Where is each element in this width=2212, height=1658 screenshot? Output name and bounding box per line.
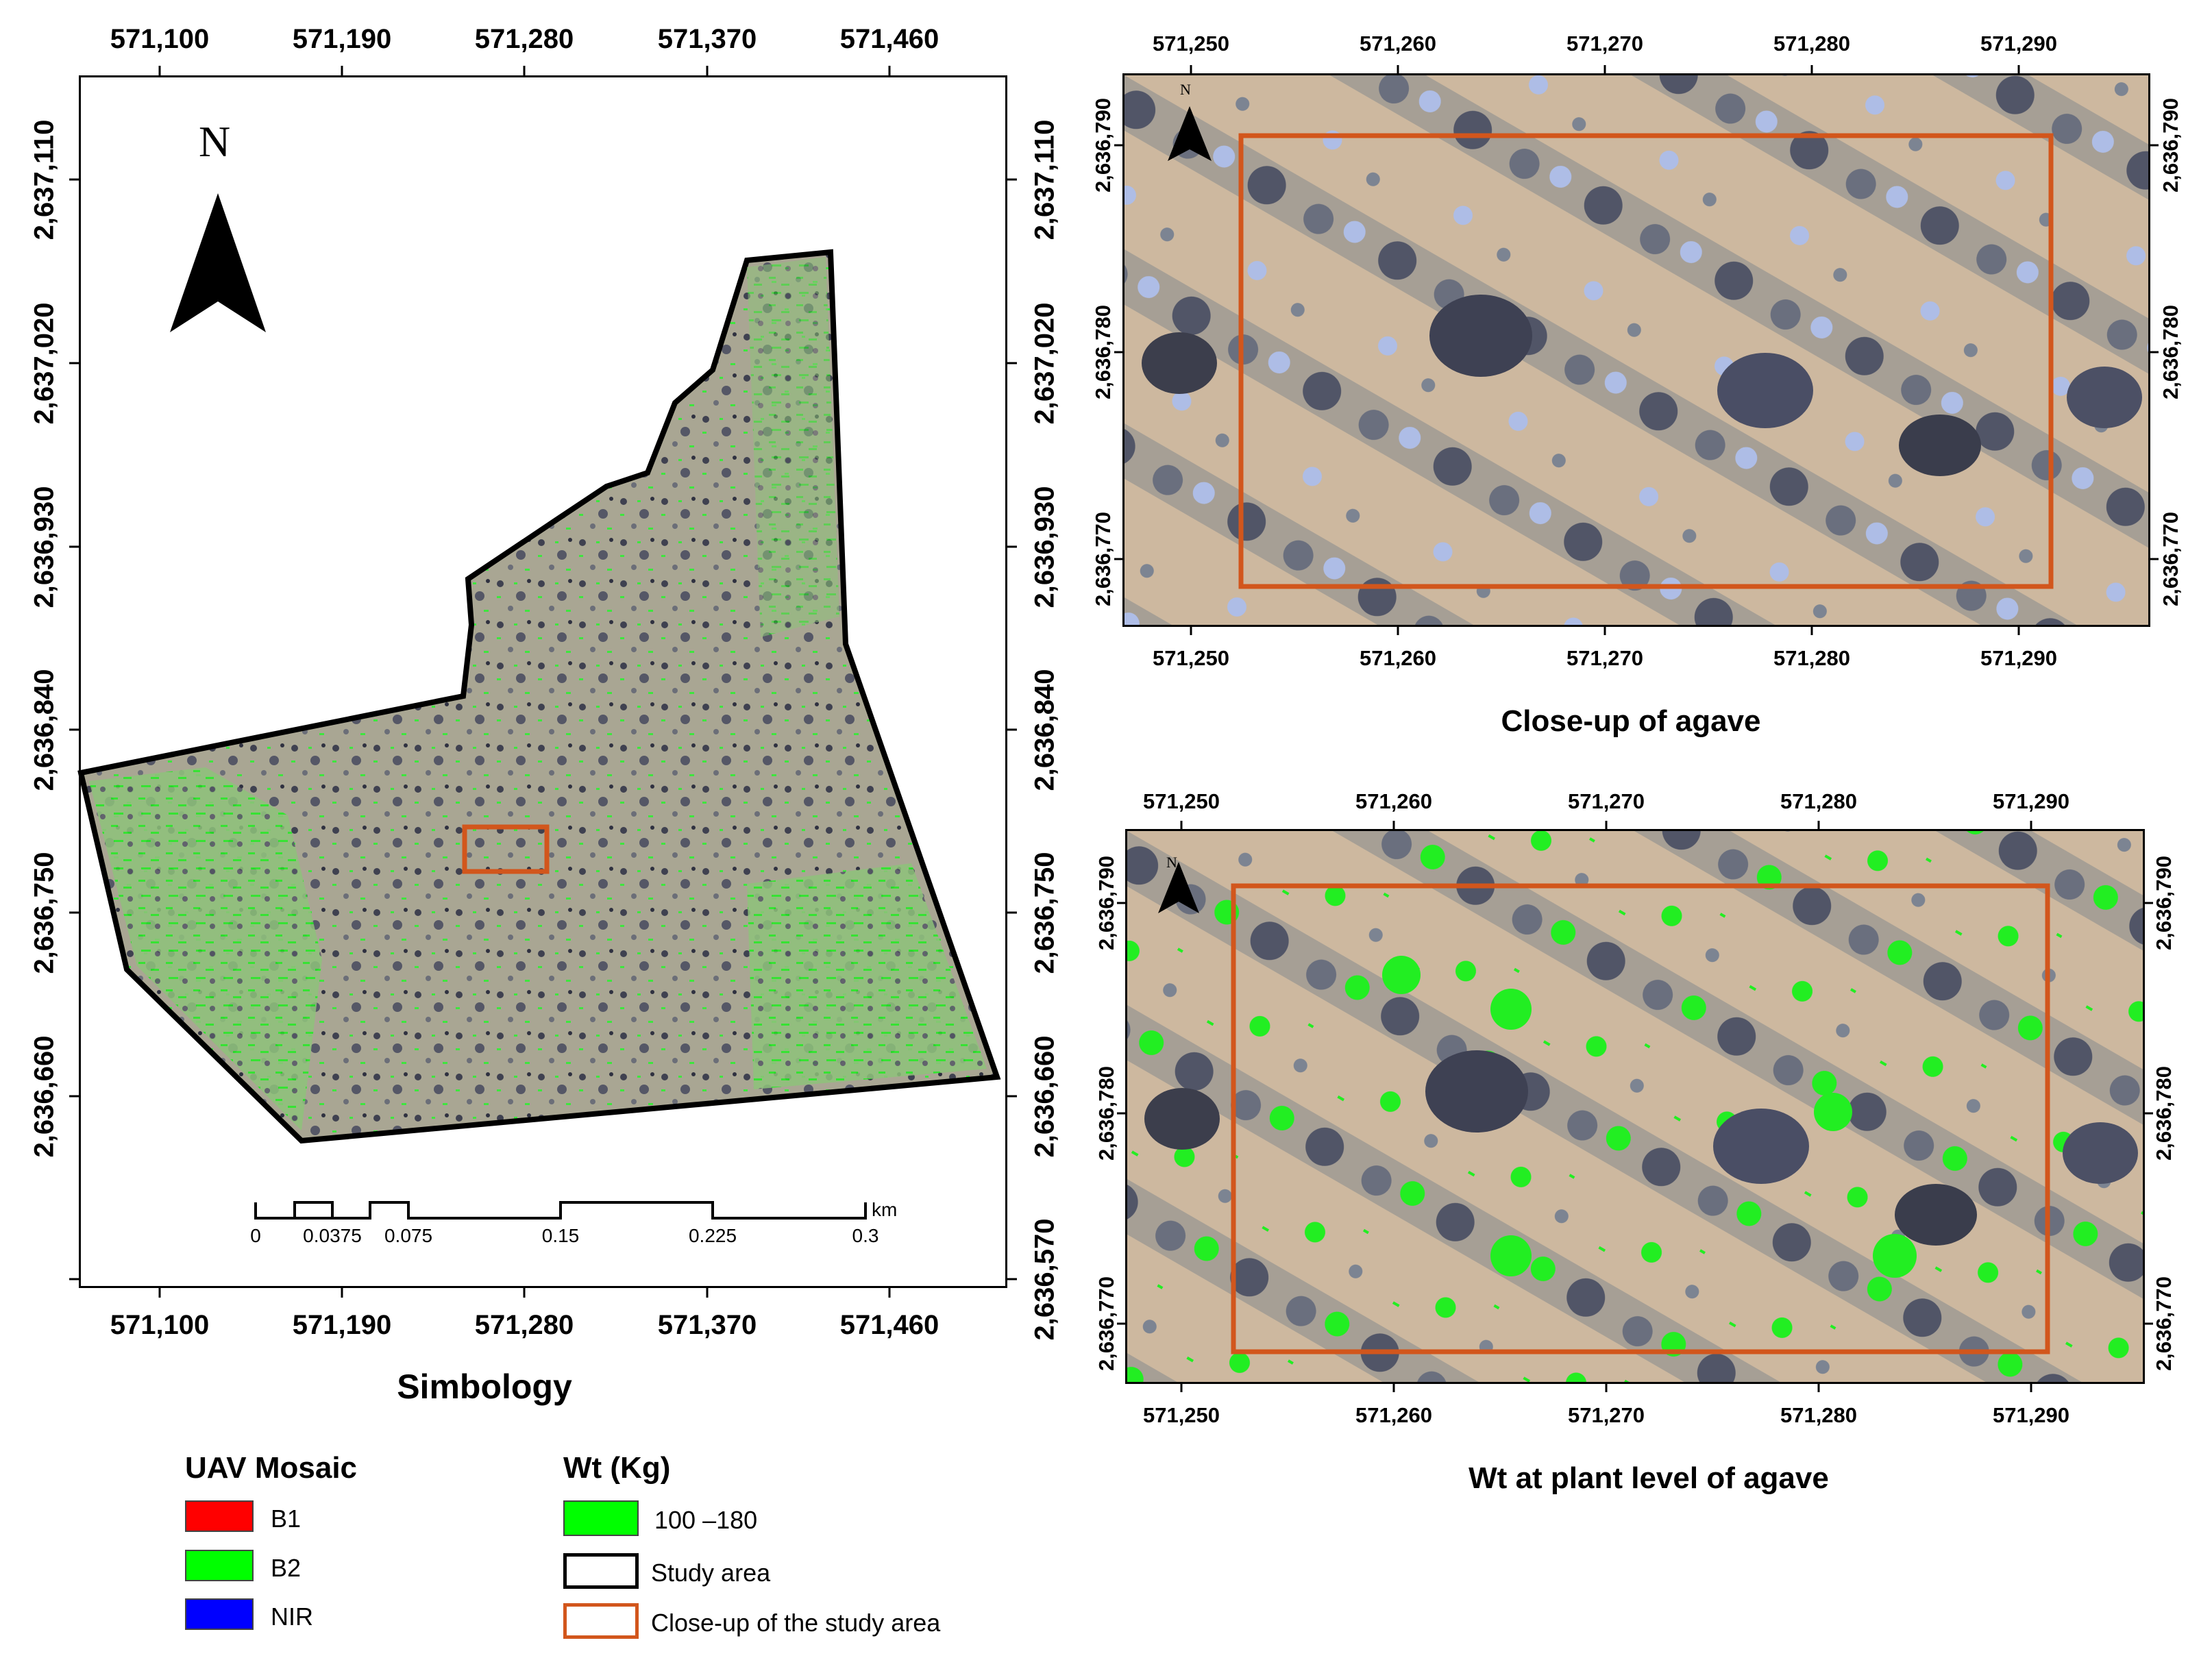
main-x-tick-bottom: 571,100 [110,1310,210,1340]
legend-label-study-area: Study area [651,1559,771,1587]
main-x-tick-bottom: 571,370 [657,1310,757,1340]
wt-x-tick-bottom: 571,290 [1992,1403,2070,1427]
main-y-tick-right: 2,636,660 [1029,1035,1060,1158]
main-y-tick-right: 2,636,750 [1029,852,1060,974]
main-y-tick-left: 2,637,110 [29,119,60,240]
closeup-y-tick-left: 2,636,790 [1091,98,1115,193]
main-y-tick-left: 2,636,660 [29,1035,60,1158]
legend-swatch-study-area [563,1553,639,1589]
wt-y-tick-right: 2,636,790 [2152,856,2176,950]
closeup-x-tick-top: 571,260 [1359,32,1437,55]
wt-x-tick-bottom: 571,250 [1142,1403,1220,1427]
closeup-x-tick-top: 571,250 [1152,32,1230,55]
closeup-x-tick-bottom: 571,250 [1152,646,1230,670]
legend-heading: Simbology [397,1368,572,1406]
main-y-tick-left: 2,637,020 [29,302,60,425]
closeup-x-tick-bottom: 571,280 [1773,646,1851,670]
scale-label: 0 [250,1225,261,1246]
north-arrow-icon [1158,862,1199,913]
main-y-tick-right: 2,636,930 [1029,486,1060,608]
closeup-caption: Close-up of agave [1501,704,1761,738]
legend-label-closeup: Close-up of the study area [651,1609,941,1637]
north-arrow-icon [1168,106,1212,161]
closeup-y-tick-right: 2,636,780 [2159,305,2183,399]
legend-label-nir: NIR [271,1603,313,1631]
scale-unit: km [872,1199,898,1220]
wt-caption: Wt at plant level of agave [1468,1461,1829,1495]
scale-label: 0.075 [384,1225,433,1246]
closeup-y-tick-left: 2,636,780 [1091,305,1115,399]
wt-x-tick-bottom: 571,270 [1567,1403,1645,1427]
main-x-tick-top: 571,100 [110,24,210,54]
main-x-tick-top: 571,370 [657,24,757,54]
closeup-x-tick-bottom: 571,270 [1566,646,1644,670]
main-y-tick-left: 2,636,840 [29,669,60,791]
main-y-tick-right: 2,637,110 [1029,119,1060,240]
closeup-x-tick-bottom: 571,260 [1359,646,1437,670]
closeup-x-tick-top: 571,280 [1773,32,1851,55]
closeup-y-tick-right: 2,636,770 [2159,512,2183,606]
closeup-north-label: N [1180,81,1191,98]
legend-swatch-closeup [563,1603,639,1639]
wt-study-rect [1231,883,2050,1354]
north-label: N [199,117,231,166]
closeup-x-tick-top: 571,270 [1566,32,1644,55]
main-x-tick-top: 571,190 [292,24,392,54]
wt-x-tick-top: 571,290 [1992,789,2070,813]
wt-y-tick-left: 2,636,770 [1094,1276,1118,1371]
main-x-tick-bottom: 571,460 [839,1310,939,1340]
main-y-tick-left: 2,636,930 [29,486,60,608]
main-x-tick-bottom: 571,280 [474,1310,574,1340]
wt-x-tick-top: 571,250 [1142,789,1220,813]
legend-label-b2: B2 [271,1554,302,1582]
closeup-study-rect [1238,133,2054,589]
wt-map-frame [1125,829,2145,1384]
main-y-tick-right: 2,636,840 [1029,669,1060,791]
scale-label: 0.3 [852,1225,879,1246]
wt-legend-title: Wt (Kg) [563,1451,671,1485]
closeup-y-tick-left: 2,636,770 [1091,512,1115,606]
legend-swatch-b1 [185,1500,254,1532]
closeup-map-frame [1122,73,2150,627]
closeup-x-tick-bottom: 571,290 [1980,646,2058,670]
wt-y-tick-right: 2,636,780 [2152,1066,2176,1161]
wt-y-tick-right: 2,636,770 [2152,1276,2176,1371]
legend-swatch-wt [563,1500,639,1536]
scale-label: 0.225 [688,1225,737,1246]
wt-y-tick-left: 2,636,790 [1094,856,1118,950]
legend-label-b1: B1 [271,1505,302,1533]
scale-label: 0.15 [541,1225,580,1246]
main-x-tick-bottom: 571,190 [292,1310,392,1340]
closeup-x-tick-top: 571,290 [1980,32,2058,55]
wt-x-tick-top: 571,260 [1355,789,1433,813]
closeup-y-tick-right: 2,636,790 [2159,98,2183,193]
uav-legend-title: UAV Mosaic [185,1451,358,1485]
scale-label: 0.0375 [303,1225,362,1246]
main-y-tick-right: 2,637,020 [1029,302,1060,425]
legend-swatch-b2 [185,1550,254,1581]
wt-x-tick-bottom: 571,280 [1780,1403,1858,1427]
main-y-tick-right: 2,636,570 [1029,1218,1060,1341]
wt-north-label: N [1166,854,1177,871]
legend-swatch-nir [185,1598,254,1630]
wt-y-tick-left: 2,636,780 [1094,1066,1118,1161]
wt-x-tick-top: 571,280 [1780,789,1858,813]
main-map-frame [79,75,1007,1288]
main-x-tick-top: 571,280 [474,24,574,54]
wt-x-tick-bottom: 571,260 [1355,1403,1433,1427]
legend-label-wt: 100 –180 [654,1506,758,1534]
main-y-tick-left: 2,636,750 [29,852,60,974]
main-x-tick-top: 571,460 [839,24,939,54]
wt-x-tick-top: 571,270 [1567,789,1645,813]
